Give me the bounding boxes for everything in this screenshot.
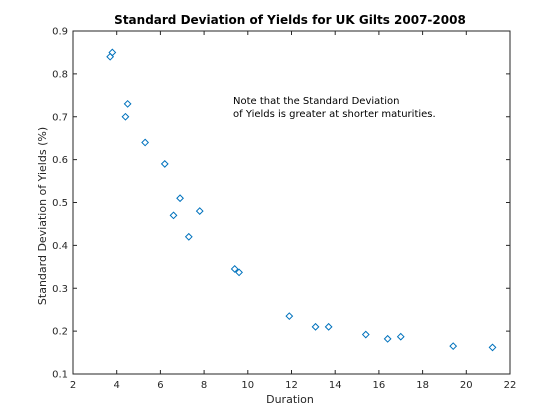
data-point: [195, 207, 204, 215]
y-tick-label: 0.7: [52, 112, 68, 123]
x-tick-label: 10: [241, 380, 254, 391]
y-axis: 0.1 0.2 0.3 0.4 0.5 0.6 0.7 0.8 0.9: [52, 27, 510, 381]
data-point: [361, 330, 370, 339]
y-tick-label: 0.5: [52, 198, 68, 209]
y-tick-label: 0.4: [52, 241, 68, 252]
x-axis-label: Duration: [266, 393, 314, 406]
x-tick-label: 4: [114, 380, 120, 391]
data-point: [311, 322, 320, 331]
y-tick-label: 0.1: [52, 370, 68, 381]
data-point: [169, 211, 178, 220]
data-point: [235, 268, 243, 277]
data-point: [160, 160, 169, 168]
x-tick-label: 20: [460, 380, 473, 391]
x-tick-label: 22: [504, 380, 517, 391]
data-point: [324, 322, 333, 331]
y-tick-label: 0.6: [52, 155, 68, 166]
x-tick-label: 8: [201, 380, 207, 391]
x-tick-label: 14: [329, 380, 342, 391]
data-points: [106, 48, 497, 352]
data-point: [121, 112, 130, 121]
x-axis: 2 4 6 8 10 12 14 16 18 20 22: [70, 31, 517, 391]
data-point: [184, 232, 193, 241]
y-tick-label: 0.9: [52, 27, 68, 38]
data-point: [108, 48, 117, 57]
x-tick-label: 16: [373, 380, 386, 391]
x-tick-label: 12: [285, 380, 298, 391]
data-point: [285, 312, 294, 321]
annotation-line-2: of Yields is greater at shorter maturiti…: [233, 109, 436, 120]
data-point: [383, 334, 392, 343]
data-point: [176, 194, 184, 203]
chart-title: Standard Deviation of Yields for UK Gilt…: [114, 13, 466, 27]
data-point: [106, 52, 115, 61]
x-tick-label: 2: [70, 380, 76, 391]
x-tick-label: 6: [157, 380, 163, 391]
y-tick-label: 0.8: [52, 69, 68, 80]
data-point: [123, 99, 132, 108]
data-point: [449, 342, 458, 351]
plot-area-frame: [72, 30, 511, 375]
data-point: [396, 332, 405, 341]
annotation-line-1: Note that the Standard Deviation: [233, 96, 399, 107]
data-point: [488, 343, 497, 352]
data-point: [141, 138, 150, 147]
y-tick-label: 0.2: [52, 327, 68, 338]
y-axis-label: Standard Deviation of Yields (%): [36, 127, 49, 305]
y-tick-label: 0.3: [52, 284, 68, 295]
x-tick-label: 18: [416, 380, 429, 391]
data-point: [230, 265, 239, 273]
